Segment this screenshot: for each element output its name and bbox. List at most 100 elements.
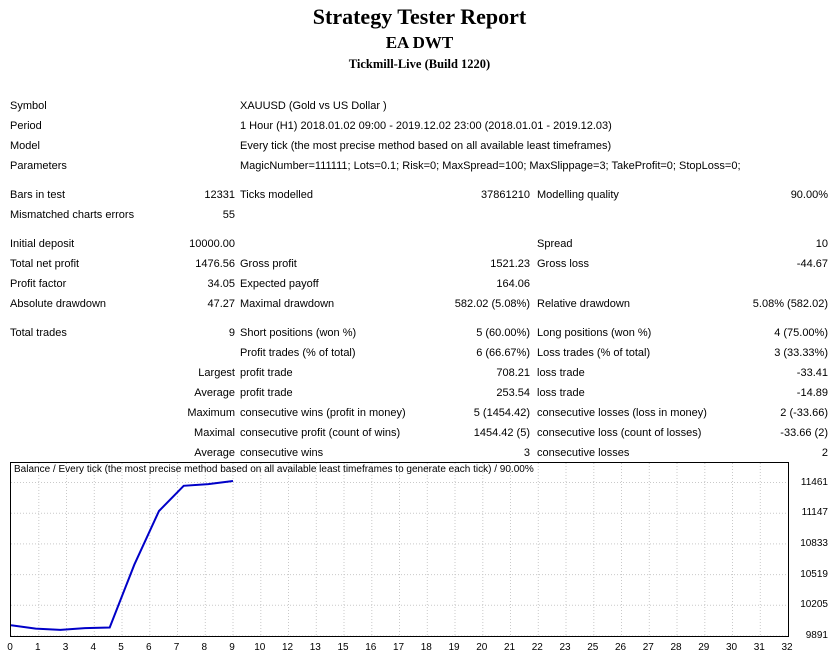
- row-segment: Largest: [10, 363, 235, 383]
- cell-value: 1521.23: [490, 258, 530, 270]
- cell-value: -14.89: [796, 387, 828, 399]
- row-segment: Loss trades (% of total) 3 (33.33%): [537, 343, 828, 363]
- x-axis-tick-label: 16: [365, 642, 377, 653]
- table-row: Average consecutive wins 3 consecutive loss…: [10, 443, 828, 463]
- cell-value: 164.06: [496, 278, 530, 290]
- x-axis-tick-label: 10: [254, 642, 266, 653]
- cell-label: Long positions (won %): [537, 327, 652, 339]
- cell-label: loss trade: [537, 367, 585, 379]
- x-axis-tick-label: 20: [476, 642, 488, 653]
- row-segment: Bars in test 12331: [10, 185, 235, 205]
- cell-label: Loss trades (% of total): [537, 347, 651, 359]
- row-segment: XAUUSD (Gold vs US Dollar ): [240, 96, 530, 116]
- cell-value: 3: [523, 447, 530, 459]
- table-row: Parameters MagicNumber=111111; Lots=0.1; …: [10, 156, 828, 176]
- cell-value: Maximal: [194, 427, 235, 439]
- row-segment: Profit factor 34.05: [10, 274, 235, 294]
- x-axis-tick-label: 29: [698, 642, 710, 653]
- x-axis-tick-label: 3: [62, 642, 69, 653]
- table-row: Period 1 Hour (H1) 2018.01.02 09:00 - 201…: [10, 116, 828, 136]
- row-segment: Relative drawdown 5.08% (582.02): [537, 294, 828, 314]
- row-segment: consecutive losses 2: [537, 443, 828, 463]
- cell-value: 34.05: [207, 278, 235, 290]
- x-axis-tick-label: 26: [614, 642, 627, 653]
- cell-value: Average: [194, 447, 235, 459]
- row-segment: Average: [10, 443, 235, 463]
- cell-value: 3 (33.33%): [774, 347, 828, 359]
- row-segment: loss trade -33.41: [537, 363, 828, 383]
- table-row: Profit factor 34.05 Expected payoff 164.06: [10, 274, 828, 294]
- cell-label: consecutive wins: [240, 447, 324, 459]
- x-axis-tick-label: 28: [670, 642, 682, 653]
- table-row: Profit trades (% of total) 6 (66.67%) Loss…: [10, 343, 828, 363]
- row-segment: [537, 156, 828, 176]
- row-segment: [537, 136, 828, 156]
- row-segment: [537, 274, 828, 294]
- x-axis-tick-label: 5: [118, 642, 124, 653]
- cell-value: 47.27: [207, 298, 235, 310]
- table-row: Absolute drawdown 47.27 Maximal drawdown 58…: [10, 294, 828, 314]
- x-axis-tick-label: 25: [587, 642, 599, 653]
- cell-value: 90.00%: [790, 189, 828, 201]
- cell-label: Ticks modelled: [240, 189, 313, 201]
- cell-label: consecutive wins (profit in money): [240, 407, 406, 419]
- server-build: Tickmill-Live (Build 1220): [348, 57, 491, 71]
- y-axis-tick-label: 10833: [800, 537, 828, 549]
- row-segment: [537, 96, 828, 116]
- table-row: Largest profit trade 708.21 loss trade -33.4…: [10, 363, 828, 383]
- cell-value: 12331: [204, 189, 235, 201]
- table-row: Total net profit 1476.56 Gross profit 1521.…: [10, 254, 828, 274]
- cell-label: Symbol: [10, 100, 47, 112]
- x-axis-tick-label: 31: [753, 642, 765, 653]
- table-row: Total trades 9 Short positions (won %) 5 (6…: [10, 323, 828, 343]
- cell-label: Spread: [537, 238, 573, 250]
- row-segment: Ticks modelled 37861210: [240, 185, 530, 205]
- row-segment: consecutive profit (count of wins) 1454.4…: [240, 423, 530, 443]
- cell-value: 37861210: [481, 189, 530, 201]
- row-segment: consecutive loss (count of losses) -33.66…: [537, 423, 828, 443]
- cell-value: 55: [222, 209, 235, 221]
- x-axis-tick-label: 0: [7, 642, 13, 653]
- x-axis-tick-label: 7: [173, 642, 180, 653]
- row-segment: Period: [10, 116, 235, 136]
- table-row: Initial deposit 10000.00 Spread 10: [10, 234, 828, 254]
- row-segment: Spread 10: [537, 234, 828, 254]
- cell-label: Relative drawdown: [537, 298, 630, 310]
- cell-value: -33.41: [796, 367, 828, 379]
- cell-value: 5 (60.00%): [476, 327, 530, 339]
- cell-label: Total trades: [10, 327, 67, 339]
- row-segment: Model: [10, 136, 235, 156]
- table-row: Model Every tick (the most precise method…: [10, 136, 828, 156]
- row-segment: MagicNumber=111111; Lots=0.1; Risk=0; Ma…: [240, 156, 741, 176]
- row-segment: consecutive wins (profit in money) 5 (145…: [240, 403, 530, 423]
- row-segment: Maximal: [10, 423, 235, 443]
- x-axis-tick-label: 32: [781, 642, 793, 653]
- row-segment: Total net profit 1476.56: [10, 254, 235, 274]
- row-segment: profit trade 708.21: [240, 363, 530, 383]
- balance-line: [11, 480, 234, 631]
- row-segment: [240, 234, 530, 254]
- row-segment: Total trades 9: [10, 323, 235, 343]
- x-axis-tick-label: 1: [34, 642, 41, 653]
- cell-label: Gross loss: [537, 258, 589, 270]
- cell-label: profit trade: [240, 387, 293, 399]
- table-row: Maximum consecutive wins (profit in money…: [10, 403, 828, 423]
- x-axis-tick-label: 8: [201, 642, 208, 653]
- cell-value: 9: [228, 327, 235, 339]
- y-axis-tick-label: 11147: [801, 507, 828, 519]
- table-row: Mismatched charts errors 55: [10, 205, 828, 225]
- cell-value: 6 (66.67%): [476, 347, 530, 359]
- balance-chart: Balance / Every tick (the most precise m…: [10, 462, 789, 637]
- cell-value: 1476.56: [195, 258, 235, 270]
- cell-label: Parameters: [10, 160, 67, 172]
- row-segment: Absolute drawdown 47.27: [10, 294, 235, 314]
- table-row: Average profit trade 253.54 loss trade -14.8…: [10, 383, 828, 403]
- row-segment: Symbol: [10, 96, 235, 116]
- row-segment: consecutive losses (loss in money) 2 (-33…: [537, 403, 828, 423]
- x-axis-tick-label: 17: [392, 642, 405, 653]
- row-segment: loss trade -14.89: [537, 383, 828, 403]
- x-axis-tick-label: 9: [229, 642, 235, 653]
- cell-label: MagicNumber=111111; Lots=0.1; Risk=0; Ma…: [240, 160, 741, 172]
- row-segment: Parameters: [10, 156, 235, 176]
- cell-value: Largest: [198, 367, 235, 379]
